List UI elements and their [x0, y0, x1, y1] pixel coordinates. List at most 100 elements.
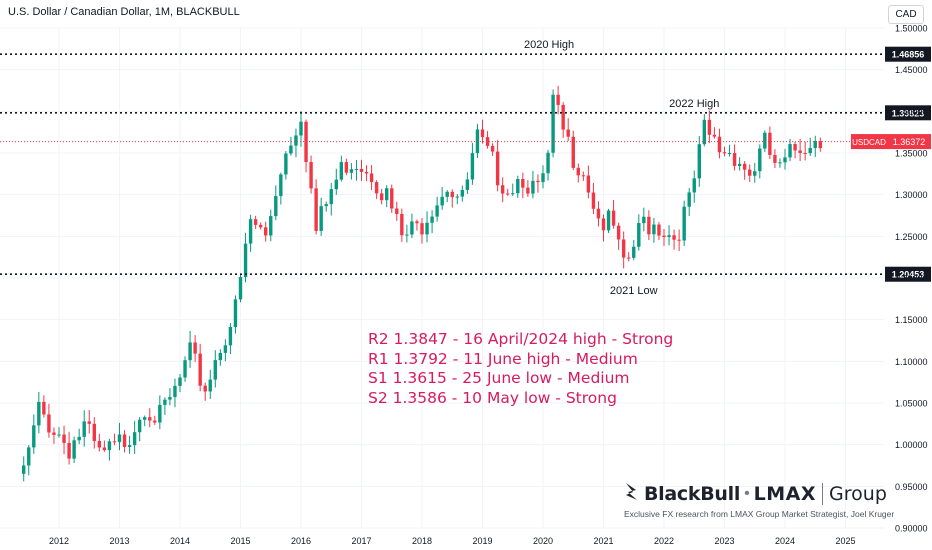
- candle-body: [309, 162, 313, 189]
- candle-body: [385, 188, 389, 201]
- candle-body: [808, 148, 812, 154]
- candle-body: [652, 224, 656, 235]
- candle-body: [359, 168, 364, 172]
- candle-body: [727, 153, 732, 155]
- candle-body: [642, 216, 646, 224]
- candle-body: [435, 205, 439, 217]
- level-price-box: [885, 266, 931, 282]
- brand-divider: [822, 483, 824, 505]
- candle-body: [430, 216, 434, 223]
- candle-body: [37, 401, 41, 426]
- candle-body: [672, 235, 676, 240]
- candle-body: [284, 153, 288, 175]
- candle-body: [591, 192, 596, 209]
- candle-body: [546, 152, 550, 174]
- candle-body: [657, 224, 661, 236]
- current-price-box: [887, 134, 931, 150]
- chart-title: U.S. Dollar / Canadian Dollar, 1M, BLACK…: [8, 6, 240, 18]
- candle-body: [137, 419, 142, 433]
- x-tick-label: 2020: [533, 536, 553, 546]
- candle-body: [32, 425, 36, 448]
- group-logo-text: Group: [829, 483, 887, 505]
- x-tick-label: 2016: [291, 536, 311, 546]
- candle-body: [813, 141, 817, 149]
- x-tick-label: 2021: [593, 536, 613, 546]
- candle-body: [314, 188, 318, 231]
- candle-body: [27, 447, 31, 466]
- candle-body: [415, 221, 419, 224]
- candle-body: [566, 129, 570, 137]
- x-tick-label: 2015: [230, 536, 250, 546]
- candle-body: [692, 178, 696, 193]
- y-tick-label: 1.15000: [895, 315, 928, 325]
- candle-body: [72, 440, 76, 459]
- note-r2: R2 1.3847 - 16 April/2024 high - Strong: [368, 330, 674, 348]
- y-tick-label: 1.00000: [895, 440, 928, 450]
- candle-body: [22, 465, 26, 474]
- level-price-label: 1.20453: [892, 270, 925, 280]
- candle-body: [586, 175, 591, 193]
- y-tick-label: 0.95000: [895, 482, 928, 492]
- candle-body: [198, 353, 202, 386]
- candle-body: [334, 179, 338, 190]
- candle-body: [460, 189, 465, 197]
- candle-body: [77, 436, 81, 441]
- candle-body: [485, 137, 490, 146]
- candle-body: [364, 171, 369, 174]
- candle-body: [410, 221, 414, 235]
- candle-body: [188, 342, 192, 361]
- candle-body: [763, 132, 767, 149]
- candle-body: [143, 417, 147, 420]
- candle-body: [556, 94, 560, 105]
- x-tick-label: 2019: [472, 536, 492, 546]
- candle-body: [516, 179, 520, 194]
- candle-body: [606, 210, 611, 231]
- candle-body: [551, 94, 555, 153]
- candle-body: [379, 193, 384, 201]
- candle-body: [279, 174, 283, 197]
- candle-body: [253, 219, 258, 225]
- candle-body: [405, 234, 409, 236]
- candle-body: [531, 180, 535, 194]
- y-tick-label: 1.50000: [895, 24, 928, 34]
- y-tick-label: 1.30000: [895, 190, 928, 200]
- candle-body: [92, 423, 96, 441]
- grid-lines: [0, 27, 884, 529]
- candle-body: [753, 171, 757, 176]
- candle-body: [117, 434, 122, 443]
- blackbull-logo-icon: [624, 482, 640, 507]
- candle-body: [526, 187, 530, 194]
- candle-body: [57, 434, 61, 436]
- candle-body: [758, 148, 762, 172]
- axes: 0.90000 0.95000 1.00000 1.05000 1.10000 1.150…: [49, 24, 928, 547]
- candle-body: [601, 218, 606, 231]
- candle-body: [233, 299, 238, 328]
- y-tick-label: 1.25000: [895, 232, 928, 242]
- candle-body: [163, 399, 167, 405]
- x-tick-label: 2013: [109, 536, 129, 546]
- candle-body: [339, 162, 344, 180]
- currency-selector[interactable]: CAD: [888, 5, 924, 24]
- candle-body: [82, 421, 86, 437]
- candle-body: [132, 432, 137, 446]
- candle-body: [611, 210, 616, 226]
- x-tick-label: 2012: [49, 536, 69, 546]
- y-tick-label: 1.05000: [895, 399, 928, 409]
- candle-body: [818, 141, 822, 149]
- candle-body: [173, 385, 177, 398]
- candle-body: [183, 360, 187, 378]
- y-tick-label: 1.45000: [895, 65, 928, 75]
- level-annotation: 2020 High: [524, 39, 574, 51]
- candle-body: [107, 441, 112, 451]
- candle-body: [390, 188, 394, 209]
- y-tick-label: 0.90000: [895, 524, 928, 534]
- candle-body: [223, 345, 228, 353]
- support-resistance-notes: R2 1.3847 - 16 April/2024 high - Strong …: [368, 330, 673, 408]
- level-annotation: 2022 High: [669, 98, 719, 110]
- x-tick-label: 2014: [170, 536, 190, 546]
- candle-body: [193, 342, 197, 354]
- candle-body: [536, 180, 540, 183]
- candle-body: [294, 135, 298, 146]
- candle-body: [506, 193, 510, 195]
